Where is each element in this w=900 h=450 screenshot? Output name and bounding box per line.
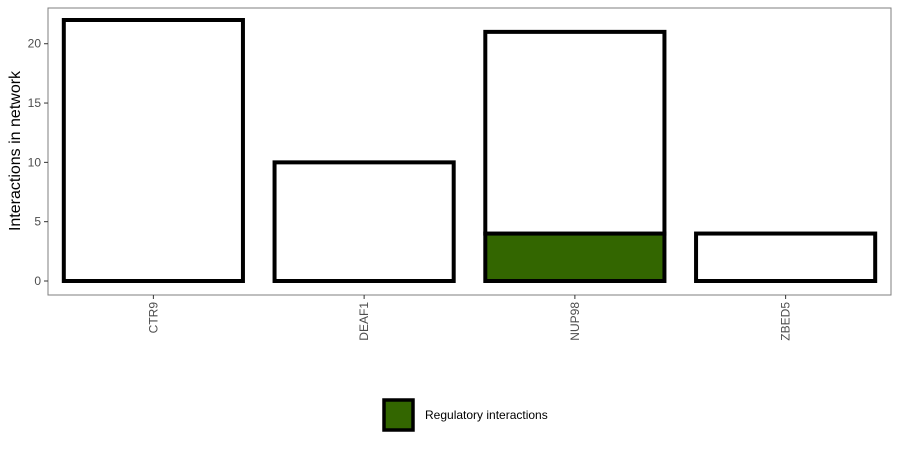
- bar-zbed5-segment-1: [694, 231, 878, 283]
- y-tick-label-10: 10: [28, 155, 42, 169]
- y-tick-label-15: 15: [28, 96, 42, 110]
- legend-swatch-regulatory: [382, 398, 415, 432]
- bar-nup98-segment-0: [483, 231, 667, 283]
- y-tick-label-5: 5: [34, 215, 41, 229]
- y-axis-title: Interactions in network: [7, 70, 24, 231]
- bar-ctr9-segment-1: [61, 18, 245, 283]
- y-tick-label-20: 20: [28, 37, 42, 51]
- bars-layer: [61, 18, 878, 283]
- x-tick-label-deaf1: DEAF1: [357, 302, 371, 341]
- x-tick-label-nup98: NUP98: [568, 302, 582, 341]
- bar-deaf1-segment-1: [272, 160, 456, 283]
- x-axis: CTR9 DEAF1 NUP98 ZBED5: [146, 295, 793, 341]
- y-axis: 0 5 10 15 20: [28, 37, 48, 288]
- bar-nup98-segment-1: [483, 29, 667, 236]
- legend-label-regulatory: Regulatory interactions: [425, 408, 548, 422]
- legend: Regulatory interactions: [382, 398, 548, 432]
- x-tick-label-ctr9: CTR9: [146, 302, 160, 334]
- y-tick-label-0: 0: [34, 274, 41, 288]
- x-tick-label-zbed5: ZBED5: [779, 302, 793, 341]
